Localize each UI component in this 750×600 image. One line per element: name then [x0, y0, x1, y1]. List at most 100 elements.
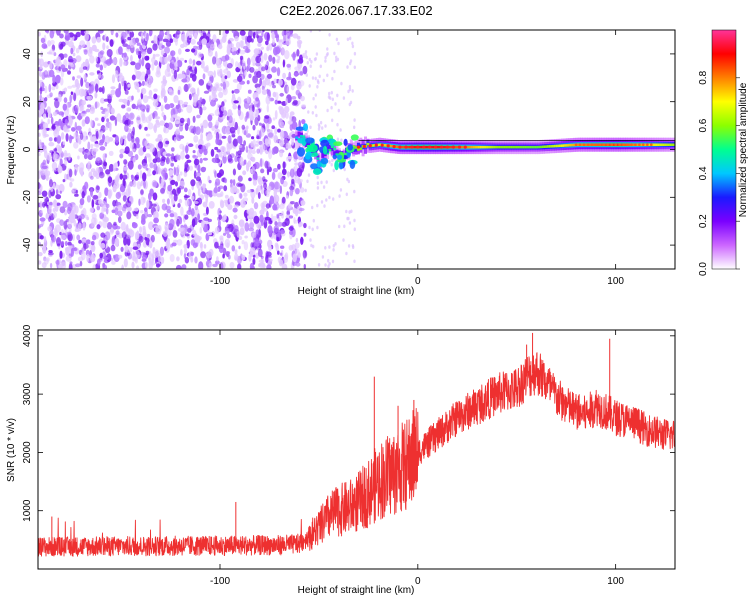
noise-speck: [294, 66, 300, 71]
noise-speck: [102, 134, 106, 141]
ridge-cell: [449, 145, 453, 149]
noise-speck: [259, 158, 263, 168]
snr-series: [38, 332, 675, 557]
ridge-peak: [578, 143, 582, 146]
noise-speck: [216, 193, 223, 198]
noise-speck: [138, 50, 142, 55]
noise-speck: [342, 96, 346, 100]
noise-speck: [181, 74, 186, 79]
snr-panel: -100 0 100 1000 2000 3000 4000 Height of stra…: [6, 324, 676, 596]
ridge-peak: [606, 143, 609, 146]
noise-speck: [275, 137, 279, 144]
noise-speck: [39, 86, 43, 95]
noise-speck: [183, 248, 188, 254]
noise-speck: [147, 122, 154, 130]
ridge-cell: [302, 135, 306, 138]
noise-speck: [90, 241, 95, 246]
noise-speck: [140, 210, 144, 214]
noise-speck: [275, 46, 281, 55]
noise-speck: [166, 209, 172, 214]
noise-speck: [157, 253, 162, 263]
ridge-peak: [422, 145, 426, 149]
noise-speck: [174, 120, 180, 125]
noise-speck: [219, 169, 224, 177]
noise-speck: [177, 73, 184, 79]
noise-speck: [86, 40, 91, 50]
noise-speck: [130, 54, 133, 62]
ridge-blob: [343, 138, 348, 146]
noise-speck: [114, 237, 120, 247]
noise-speck: [196, 60, 202, 66]
noise-speck: [277, 221, 283, 227]
noise-speck: [190, 179, 196, 187]
noise-speck: [126, 107, 132, 112]
noise-speck: [223, 151, 227, 158]
noise-speck: [193, 170, 197, 179]
ridge-cell: [295, 136, 299, 139]
noise-speck: [353, 51, 357, 56]
ridge-cell: [478, 145, 481, 149]
noise-speck: [43, 258, 49, 265]
ridge-cell: [487, 145, 491, 149]
noise-speck: [190, 208, 195, 217]
noise-speck: [316, 203, 319, 208]
ridge-cell: [326, 146, 329, 152]
noise-speck: [101, 116, 105, 123]
ridge-peak: [374, 143, 378, 147]
noise-speck: [138, 235, 144, 243]
noise-speck: [345, 192, 348, 197]
noise-speck: [306, 179, 309, 184]
ridge-cell: [556, 144, 560, 148]
noise-speck: [153, 88, 158, 92]
noise-speck: [99, 212, 105, 219]
noise-speck: [186, 104, 193, 114]
noise-speck: [294, 242, 300, 249]
noise-speck: [277, 250, 280, 255]
noise-speck: [38, 113, 42, 117]
noise-speck: [260, 54, 264, 63]
noise-speck: [172, 107, 179, 115]
noise-speck: [241, 254, 246, 261]
noise-speck: [75, 55, 82, 63]
noise-speck: [58, 183, 65, 193]
ridge-cell: [563, 144, 567, 147]
noise-speck: [353, 218, 356, 223]
noise-speck: [114, 207, 119, 216]
noise-speck: [51, 86, 56, 91]
noise-speck: [126, 236, 131, 246]
noise-speck: [264, 216, 271, 221]
noise-speck: [252, 62, 256, 66]
noise-speck: [181, 78, 188, 83]
ridge-cell: [523, 145, 527, 149]
noise-speck: [53, 111, 57, 117]
noise-speck: [286, 76, 292, 81]
noise-speck: [185, 154, 190, 160]
noise-speck: [114, 177, 119, 185]
noise-speck: [289, 185, 295, 191]
noise-speck: [150, 261, 156, 266]
ridge-blob: [305, 137, 315, 144]
noise-speck: [233, 214, 238, 220]
noise-speck: [214, 146, 219, 151]
noise-speck: [246, 209, 252, 215]
ridge-cell: [297, 131, 301, 137]
ridge-cell: [485, 145, 489, 149]
noise-speck: [289, 168, 295, 178]
ridge-cell: [603, 143, 607, 146]
noise-speck: [85, 249, 90, 257]
noise-speck: [184, 164, 190, 172]
noise-speck: [128, 228, 133, 235]
noise-speck: [84, 181, 89, 190]
noise-speck: [162, 75, 167, 83]
ridge-peak: [386, 144, 390, 148]
ridge-cell: [330, 146, 334, 152]
noise-speck: [336, 122, 339, 127]
noise-speck: [93, 148, 99, 152]
noise-speck: [167, 122, 173, 130]
noise-speck: [104, 187, 109, 196]
noise-speck: [43, 44, 48, 49]
noise-speck: [80, 113, 86, 117]
noise-speck: [43, 61, 49, 68]
noise-speck: [173, 61, 179, 68]
noise-speck: [300, 200, 306, 206]
